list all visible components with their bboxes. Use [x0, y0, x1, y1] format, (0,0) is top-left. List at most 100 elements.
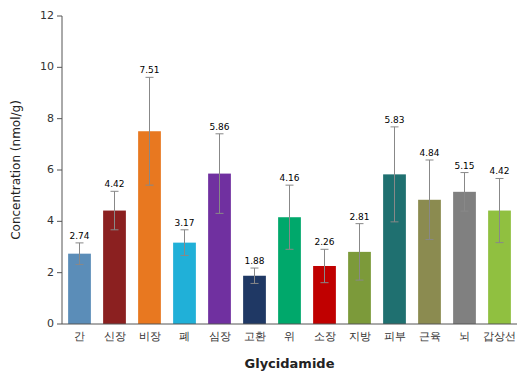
error-cap	[461, 211, 469, 212]
error-cap	[496, 242, 504, 243]
error-line	[464, 173, 465, 212]
chart-container: 0 2 4 6 8 10 12 Concentration (nmol/g) 2.74 4.42 7…	[0, 0, 529, 380]
y-axis: 0 2 4 6 8 10 12	[40, 9, 62, 330]
x-tick-label: 폐	[179, 330, 190, 343]
error-bar	[111, 191, 119, 230]
x-tick-label: 근육	[419, 330, 441, 343]
error-cap	[356, 280, 364, 281]
error-line	[289, 185, 290, 249]
data-label: 4.42	[104, 179, 124, 189]
x-axis-line	[62, 324, 517, 325]
error-line	[324, 249, 325, 282]
error-cap	[146, 77, 154, 78]
error-cap	[496, 178, 504, 179]
x-tick-label: 비장	[139, 330, 161, 343]
x-tick-label: 신장	[104, 330, 126, 343]
plot-area	[68, 77, 511, 324]
error-line	[184, 230, 185, 256]
y-tick-label: 4	[47, 214, 54, 227]
error-bar	[251, 268, 259, 283]
x-tick-label: 고환	[244, 330, 266, 343]
x-tick-label: 뇌	[459, 330, 470, 343]
y-tick-label: 0	[47, 317, 54, 330]
data-label: 5.86	[209, 122, 229, 132]
error-bar	[181, 230, 189, 256]
error-cap	[181, 229, 189, 230]
error-cap	[251, 268, 259, 269]
y-tick-label: 12	[40, 9, 54, 22]
x-tick-label: 위	[284, 330, 295, 343]
error-cap	[426, 239, 434, 240]
error-bar	[286, 185, 294, 249]
y-axis-line	[62, 16, 63, 324]
error-line	[394, 127, 395, 222]
error-cap	[111, 229, 119, 230]
y-tick-label: 2	[47, 266, 54, 279]
error-line	[114, 191, 115, 230]
error-bar	[216, 134, 224, 214]
data-labels: 2.74 4.42 7.51 3.17 5.86 1.88 4.16 2.26 2.81 5.83…	[69, 65, 509, 266]
error-cap	[321, 282, 329, 283]
error-bar	[461, 173, 469, 212]
y-tick-label: 10	[40, 60, 54, 73]
x-tick-label: 소장	[314, 330, 336, 343]
data-label: 4.84	[419, 148, 439, 158]
error-cap	[181, 255, 189, 256]
y-axis-label: Concentration (nmol/g)	[9, 100, 23, 240]
page: {"chart_data": {"type": "bar", "categori…	[0, 0, 529, 380]
y-tick	[57, 272, 62, 273]
error-bar	[391, 127, 399, 222]
y-tick	[57, 324, 62, 325]
error-cap	[461, 172, 469, 173]
error-line	[219, 134, 220, 214]
error-cap	[391, 221, 399, 222]
error-line	[499, 178, 500, 242]
x-tick-label: 갑상선	[483, 330, 516, 343]
error-cap	[76, 264, 84, 265]
x-axis: 간신장비장폐심장고환위소장지방피부근육뇌갑상선	[62, 324, 517, 343]
y-tick	[57, 16, 62, 17]
error-bar	[146, 77, 154, 185]
data-label: 5.15	[454, 161, 474, 171]
y-tick	[57, 118, 62, 119]
x-tick-label: 지방	[349, 330, 371, 343]
x-tick-label: 피부	[384, 330, 406, 343]
error-line	[149, 77, 150, 185]
error-cap	[321, 249, 329, 250]
error-cap	[216, 213, 224, 214]
error-bar	[76, 243, 84, 265]
bar	[243, 276, 266, 324]
data-label: 4.16	[279, 173, 299, 183]
error-cap	[286, 185, 294, 186]
y-tick	[57, 170, 62, 171]
y-tick-label: 6	[47, 163, 54, 176]
error-bar	[426, 160, 434, 240]
error-line	[429, 160, 430, 240]
data-label: 3.17	[174, 218, 194, 228]
error-cap	[286, 249, 294, 250]
error-cap	[76, 242, 84, 243]
error-cap	[391, 126, 399, 127]
x-tick-label: 심장	[209, 330, 231, 343]
error-bar	[356, 224, 364, 280]
data-label: 1.88	[244, 256, 264, 266]
data-label: 2.81	[349, 212, 369, 222]
error-line	[359, 224, 360, 280]
data-label: 2.74	[69, 231, 89, 241]
y-tick	[57, 67, 62, 68]
error-cap	[251, 283, 259, 284]
error-cap	[216, 133, 224, 134]
bar	[453, 192, 476, 324]
data-label: 5.83	[384, 115, 404, 125]
error-cap	[426, 159, 434, 160]
error-bar	[321, 249, 329, 282]
error-cap	[111, 191, 119, 192]
x-axis-label: Glycidamide	[245, 356, 335, 371]
data-label: 7.51	[139, 65, 159, 75]
error-line	[79, 243, 80, 265]
y-tick-label: 8	[47, 112, 54, 125]
error-cap	[146, 185, 154, 186]
error-bar	[496, 178, 504, 242]
error-line	[254, 268, 255, 283]
data-label: 2.26	[314, 237, 334, 247]
